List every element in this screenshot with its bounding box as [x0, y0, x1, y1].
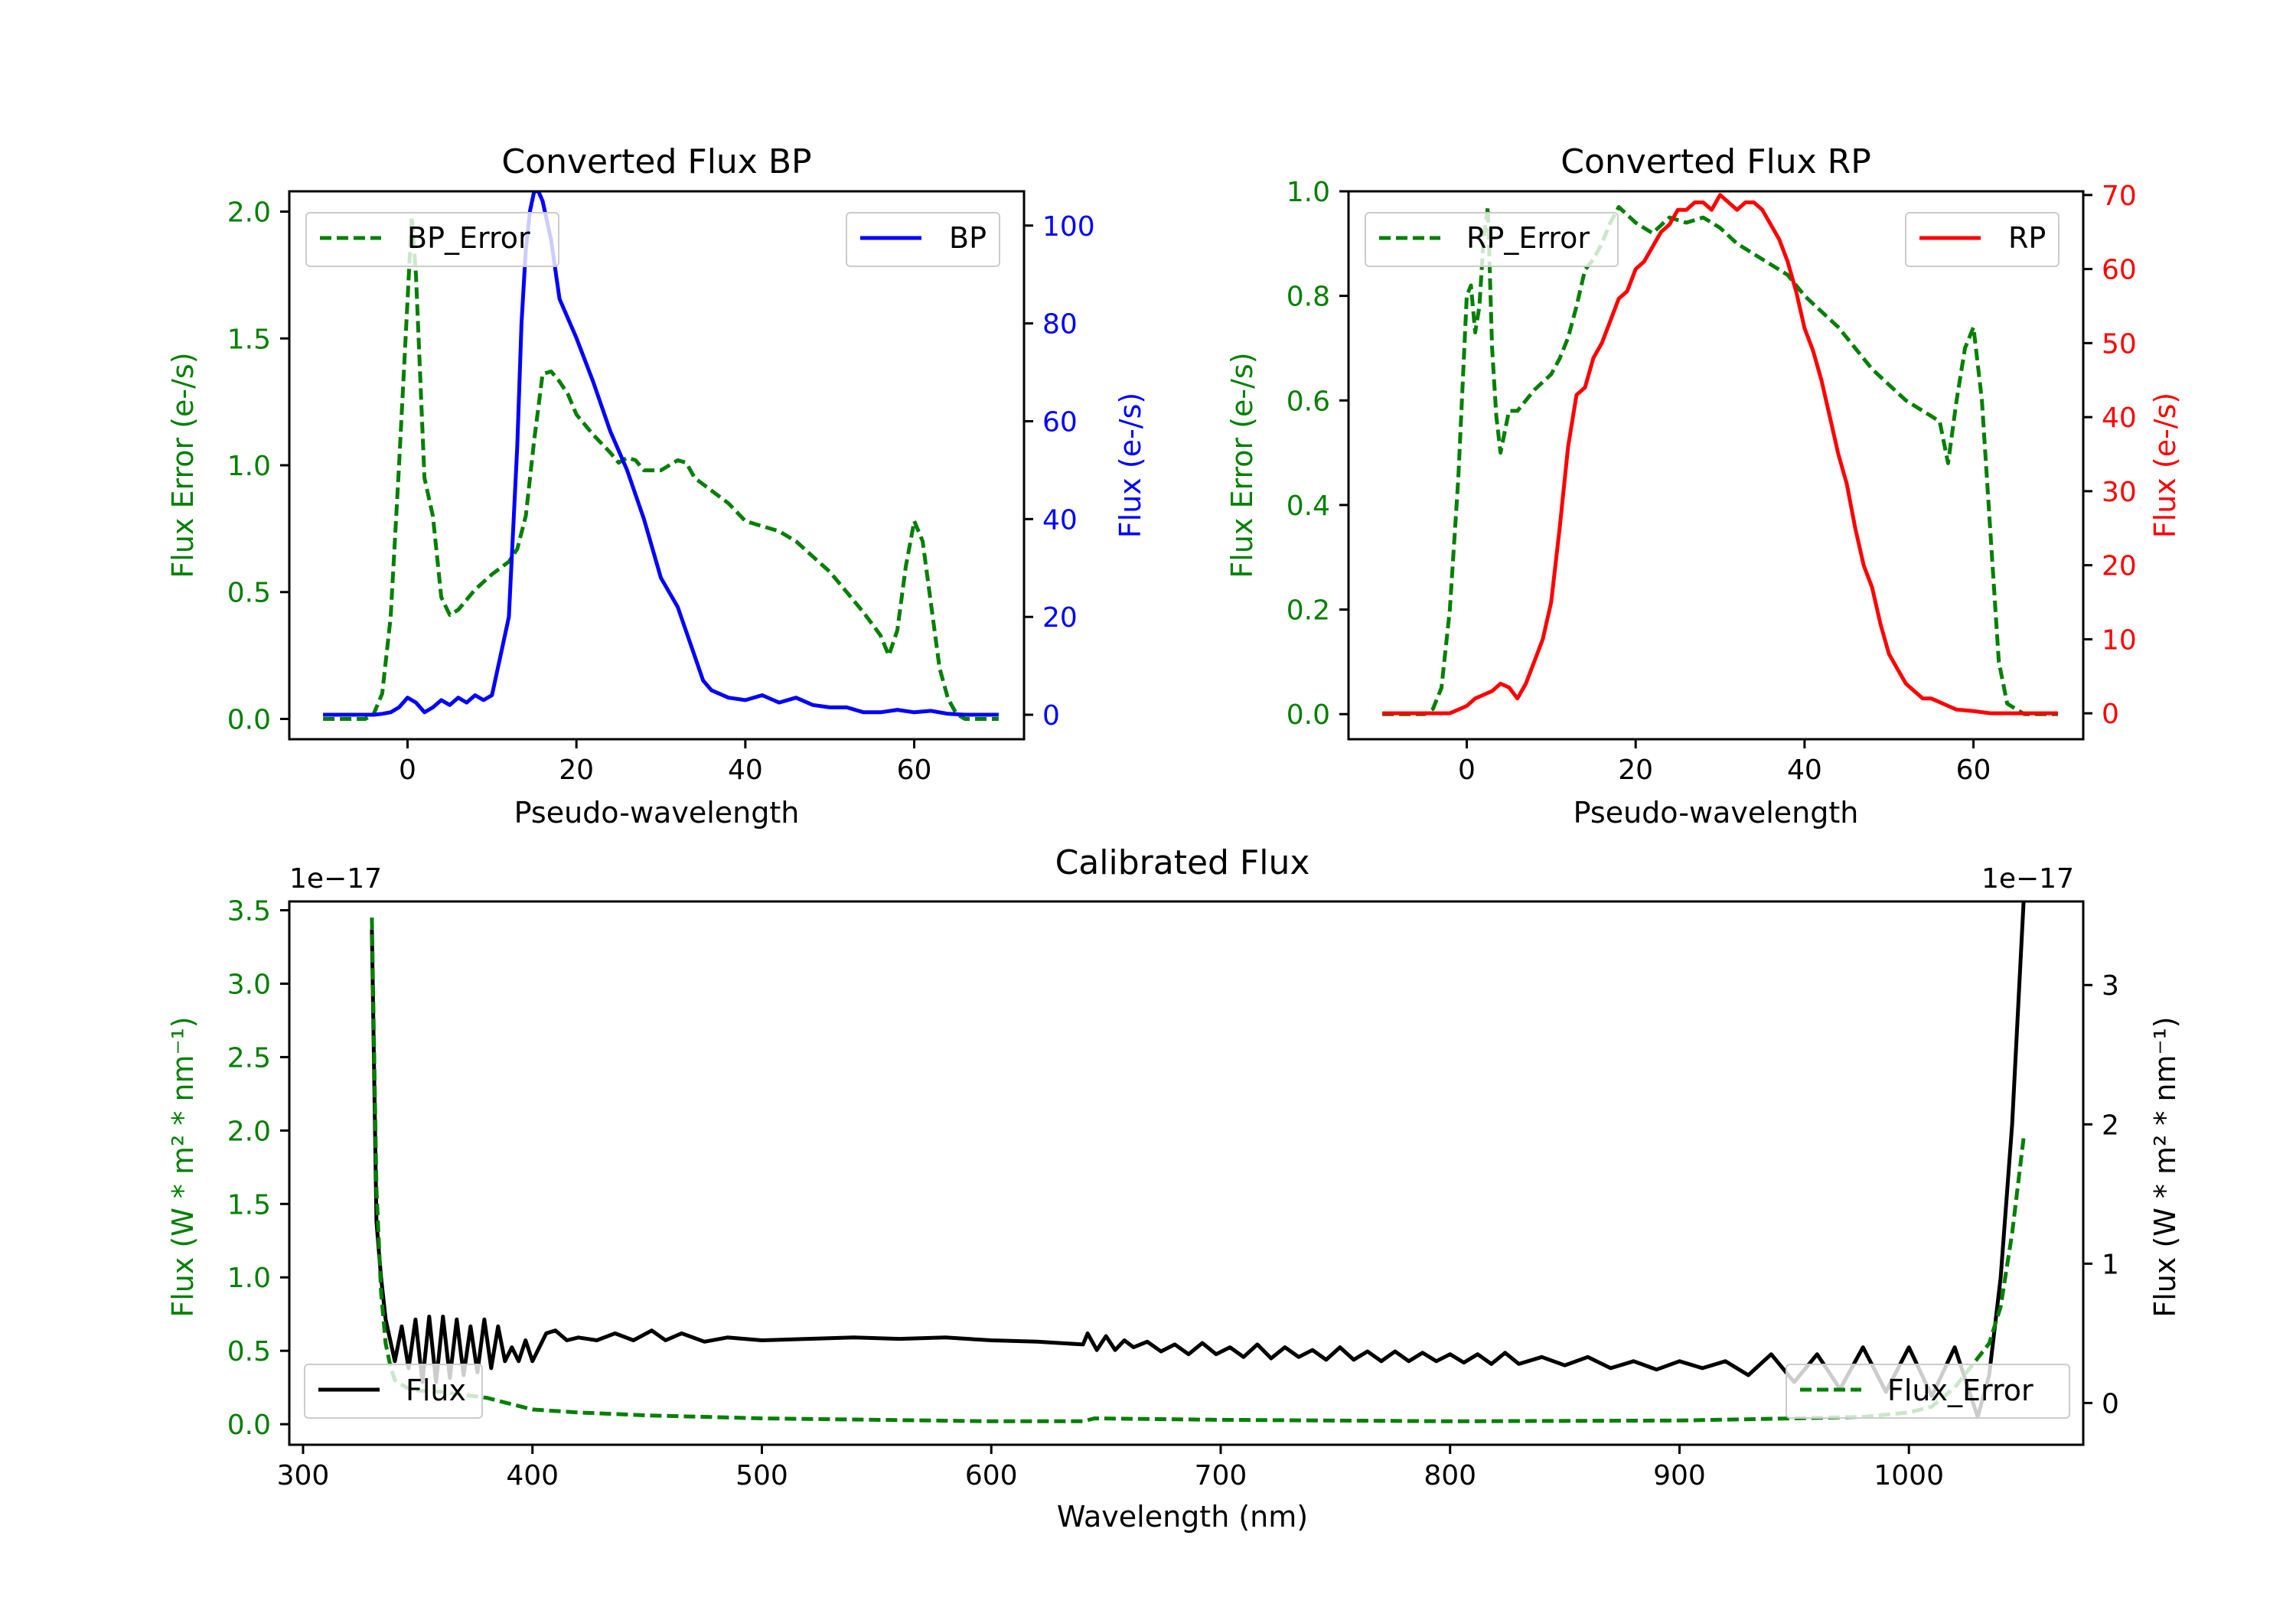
- rp-right-y-tick-label: 60: [2102, 255, 2137, 286]
- rp-right-y-tick-label: 70: [2102, 181, 2137, 212]
- bp-plot-area: 0 20 40 60 0.0 0.5 1.0 1.5 2.0 0 20 40 60 80 100: [227, 190, 1095, 786]
- bp-legend-right-box: [846, 212, 1000, 267]
- rp-right-y-tick-label: 20: [2102, 551, 2137, 582]
- bp-right-axis-label: Flux (e-/s): [1114, 393, 1147, 538]
- rp-left-y-tick-label: 0.4: [1287, 491, 1330, 522]
- bp-left-y-tick-label: 0.5: [227, 578, 271, 609]
- bp-left-axis-label: Flux Error (e-/s): [166, 352, 200, 578]
- cal-legend-right-box: [1786, 1364, 2070, 1419]
- cal-left-y-tick-label: 3.5: [227, 896, 271, 927]
- cal-right-y-tick-label: 0: [2102, 1388, 2119, 1420]
- rp-x-tick-label: 0: [1458, 755, 1476, 786]
- bp-left-y-tick-label: 1.5: [227, 324, 271, 355]
- cal-x-tick-label: 900: [1653, 1460, 1706, 1491]
- cal-legend-left-label: Flux: [406, 1374, 466, 1407]
- cal-series-flux-line: [370, 901, 2026, 1420]
- cal-x-tick-label: 700: [1195, 1460, 1247, 1491]
- bp-x-tick-label: 40: [728, 755, 763, 786]
- rp-left-y-tick-label: 0.0: [1287, 699, 1330, 731]
- rp-series-rp-line: [1382, 193, 2058, 715]
- rp-legend-left-label: RP_Error: [1466, 221, 1590, 255]
- bp-left-y-tick-label: 1.0: [227, 451, 271, 482]
- bp-title: Converted Flux BP: [501, 142, 811, 181]
- cal-right-offset-label: 1e−17: [1981, 863, 2074, 895]
- cal-legend-left-box: [304, 1364, 483, 1419]
- rp-legend-right-label: RP: [2008, 221, 2046, 255]
- rp-right-axis-label: Flux (e-/s): [2148, 393, 2182, 538]
- cal-right-axis-label: Flux (W * m² * nm⁻¹): [2148, 1016, 2182, 1317]
- cal-left-y-tick-label: 1.0: [227, 1263, 271, 1294]
- bp-right-y-tick-label: 60: [1042, 406, 1078, 438]
- bp-x-axis-label: Pseudo-wavelength: [514, 796, 800, 830]
- cal-x-tick-label: 800: [1424, 1460, 1476, 1491]
- rp-right-y-tick-label: 40: [2102, 403, 2137, 434]
- bp-legend-left-box: [305, 212, 559, 267]
- cal-left-y-tick-label: 3.0: [227, 969, 271, 1000]
- cal-legend-right-label: Flux_Error: [1887, 1374, 2033, 1407]
- bp-right-y-tick-label: 0: [1042, 700, 1060, 732]
- cal-plot-area: 300 400 500 600 700 800 900 1000 0.0 0.5 1.0 1.5 2.0…: [227, 896, 2119, 1491]
- bp-right-y-tick-label: 20: [1042, 602, 1078, 634]
- cal-title: Calibrated Flux: [1055, 843, 1310, 882]
- cal-right-y-tick-label: 2: [2102, 1110, 2119, 1141]
- rp-x-axis-label: Pseudo-wavelength: [1574, 796, 1859, 830]
- rp-title: Converted Flux RP: [1561, 142, 1871, 181]
- rp-x-tick-label: 20: [1618, 755, 1653, 786]
- bp-right-y-tick-label: 40: [1042, 504, 1078, 536]
- bp-left-y-tick-label: 2.0: [227, 197, 271, 229]
- rp-right-y-tick-label: 30: [2102, 477, 2137, 508]
- bp-right-y-tick-label: 100: [1042, 211, 1095, 243]
- bp-panel: Converted Flux BP 0 20 40 60 0.0 0.5 1.0 1.5 2.0…: [166, 142, 1147, 830]
- cal-left-axis-label: Flux (W * m² * nm⁻¹): [166, 1016, 200, 1317]
- bp-x-tick-label: 20: [559, 755, 594, 786]
- cal-left-y-tick-label: 1.5: [227, 1189, 271, 1221]
- bp-right-y-tick-label: 80: [1042, 309, 1078, 341]
- rp-plot-area: 0 20 40 60 0.0 0.2 0.4 0.6 0.8 1.0 0 10 20 30 40 50 60 70: [1287, 177, 2137, 786]
- cal-left-y-tick-label: 2.5: [227, 1042, 271, 1074]
- rp-right-y-tick-label: 10: [2102, 624, 2137, 656]
- rp-left-y-tick-label: 1.0: [1287, 177, 1330, 208]
- cal-left-y-tick-label: 0.0: [227, 1410, 271, 1441]
- rp-right-y-tick-label: 0: [2102, 699, 2119, 730]
- rp-x-tick-label: 40: [1787, 755, 1822, 786]
- rp-left-y-tick-label: 0.8: [1287, 282, 1330, 313]
- bp-x-tick-label: 60: [897, 755, 932, 786]
- cal-legend-right: Flux_Error: [1786, 1364, 2070, 1419]
- rp-legend-left-box: [1365, 212, 1619, 267]
- rp-panel: Converted Flux RP 0 20 40 60 0.0 0.2 0.4 0.6 0.8…: [1225, 142, 2182, 830]
- bp-left-y-tick-label: 0.0: [227, 704, 271, 735]
- bp-legend-left-label: BP_Error: [407, 221, 530, 255]
- cal-x-tick-label: 1000: [1874, 1460, 1944, 1491]
- bp-series-bp-line: [323, 191, 999, 717]
- rp-right-y-tick-label: 50: [2102, 328, 2137, 360]
- cal-right-y-tick-label: 1: [2102, 1249, 2119, 1280]
- cal-x-axis-label: Wavelength (nm): [1057, 1500, 1308, 1534]
- rp-axes-frame: [1347, 190, 2085, 741]
- cal-left-y-tick-label: 2.0: [227, 1116, 271, 1147]
- bp-legend-right: BP: [846, 212, 1000, 267]
- cal-x-tick-label: 400: [506, 1460, 559, 1491]
- cal-right-y-tick-label: 3: [2102, 970, 2119, 1002]
- rp-left-y-tick-label: 0.2: [1287, 595, 1330, 627]
- cal-legend-left: Flux: [304, 1364, 483, 1419]
- bp-legend-left: BP_Error: [305, 212, 559, 267]
- bp-x-tick-label: 0: [399, 755, 416, 786]
- cal-x-tick-label: 300: [277, 1460, 330, 1491]
- cal-left-y-tick-label: 0.5: [227, 1336, 271, 1367]
- cal-axes-frame: [288, 900, 2085, 1446]
- rp-legend-right-box: [1905, 212, 2060, 267]
- cal-x-tick-label: 500: [735, 1460, 788, 1491]
- rp-legend-left: RP_Error: [1365, 212, 1619, 267]
- rp-legend-right: RP: [1905, 212, 2060, 267]
- rp-x-tick-label: 60: [1956, 755, 1991, 786]
- rp-left-axis-label: Flux Error (e-/s): [1225, 352, 1259, 578]
- cal-left-offset-label: 1e−17: [289, 863, 382, 895]
- cal-x-tick-label: 600: [965, 1460, 1018, 1491]
- cal-panel: Calibrated Flux 1e−17 1e−17 300 400 500 600…: [166, 843, 2182, 1534]
- rp-series-rp-error-line: [1382, 205, 2058, 716]
- bp-legend-right-label: BP: [949, 221, 987, 255]
- rp-left-y-tick-label: 0.6: [1287, 386, 1330, 417]
